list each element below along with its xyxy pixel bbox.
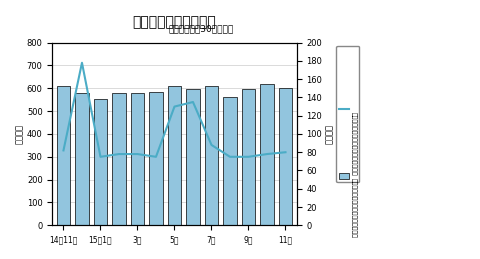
Bar xyxy=(241,89,255,225)
Bar xyxy=(204,87,218,225)
Bar xyxy=(223,97,237,225)
Legend: 常用労働者一人当たり総実労働時間数, 常用労働者一人当たり現金給与総額: 常用労働者一人当たり総実労働時間数, 常用労働者一人当たり現金給与総額 xyxy=(336,46,360,182)
Bar xyxy=(168,86,181,225)
Bar xyxy=(260,84,274,225)
Title: 賃金と労働時間の推移: 賃金と労働時間の推移 xyxy=(132,15,216,29)
Bar xyxy=(75,93,89,225)
Bar xyxy=(186,89,200,225)
Y-axis label: （時間）: （時間） xyxy=(325,124,334,144)
Bar xyxy=(57,86,71,225)
Bar xyxy=(278,88,292,225)
Text: （事業所規模30人以上）: （事業所規模30人以上） xyxy=(169,24,234,33)
Bar xyxy=(149,92,163,225)
Bar xyxy=(94,99,108,225)
Bar xyxy=(131,93,144,225)
Y-axis label: （千円）: （千円） xyxy=(15,124,24,144)
Bar xyxy=(112,93,126,225)
